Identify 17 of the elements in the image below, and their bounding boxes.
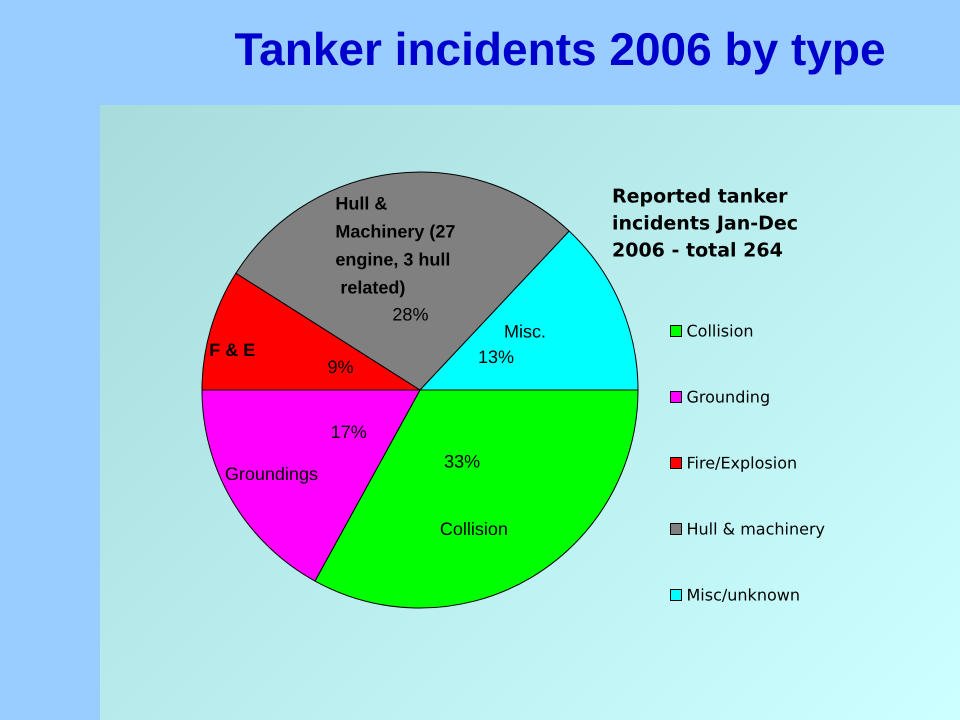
data-label: 28% [392,304,428,324]
text: F & E [209,340,256,360]
legend-label: Collision [686,322,754,340]
legend-label: Misc/unknown [686,586,800,604]
data-label: 33% [444,451,480,472]
text: Misc. [504,322,546,342]
text: Groundings [224,464,318,484]
legend-label: Fire/Explosion [686,454,798,472]
chart-title: Tanker incidents 2006 by type [233,22,887,76]
legend-title: Reported tanker incidents Jan-Dec 2006 - total 264 [612,186,805,262]
data-label: 9% [327,356,354,377]
legend-label: Hull & machinery [686,520,826,538]
text: Hull & Machinery (27 engine, 3 hull related) [335,193,460,298]
data-label: 17% [330,422,367,442]
legend-label: Grounding [686,388,770,406]
data-label: 13% [478,347,514,368]
slice-label: Collision [440,519,508,540]
